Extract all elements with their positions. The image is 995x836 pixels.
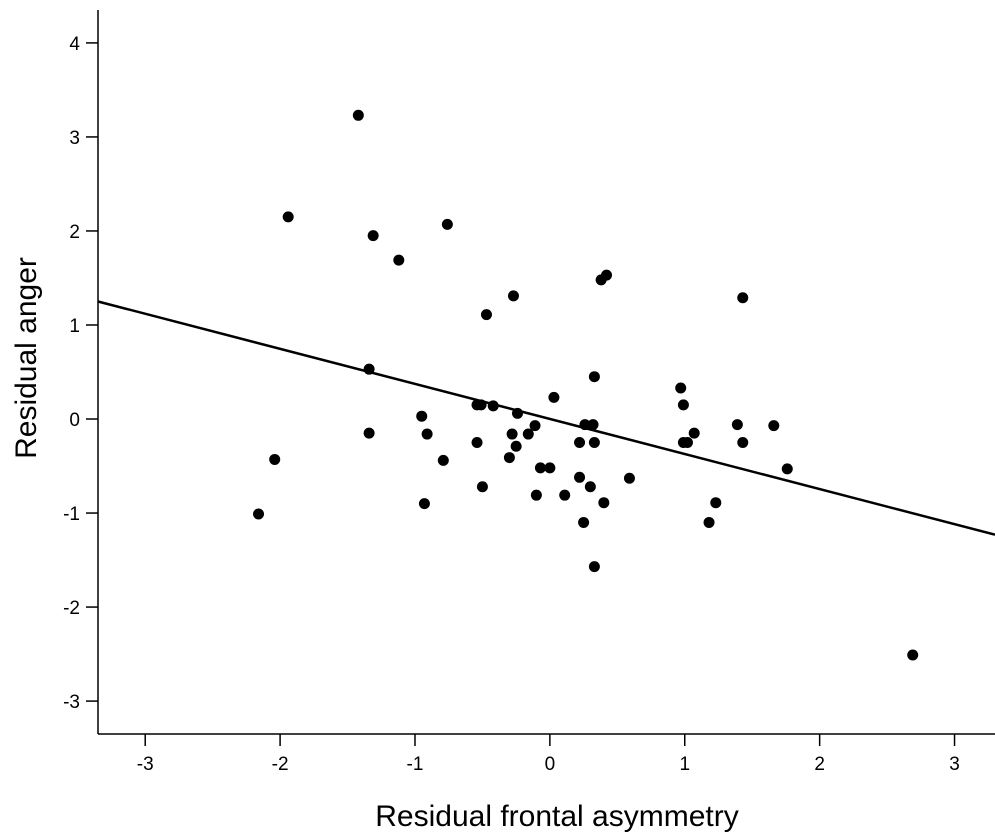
data-point	[574, 471, 586, 483]
x-axis-title: Residual frontal asymmetry	[375, 800, 738, 833]
data-point	[269, 453, 281, 465]
data-point	[737, 437, 749, 449]
data-point	[522, 428, 534, 440]
regression-line	[97, 300, 995, 536]
data-point	[781, 463, 793, 475]
data-point	[476, 481, 488, 493]
data-point	[418, 498, 430, 510]
data-point	[579, 419, 591, 431]
data-point	[416, 410, 428, 422]
data-point	[675, 382, 687, 394]
data-point	[534, 462, 546, 474]
y-tick-label: -2	[63, 598, 80, 619]
data-point	[623, 472, 635, 484]
x-tick-label: 2	[814, 754, 825, 775]
data-point	[393, 254, 405, 266]
x-tick-label: 1	[679, 754, 690, 775]
data-point	[587, 419, 599, 431]
data-point	[510, 440, 522, 452]
data-point	[487, 400, 499, 412]
data-point	[688, 427, 700, 439]
y-axis-title: Residual anger	[10, 257, 43, 459]
data-point	[506, 428, 518, 440]
data-point	[598, 497, 610, 509]
y-tick-label: 3	[69, 128, 80, 149]
data-point	[507, 290, 519, 302]
x-tick-label: -2	[272, 754, 289, 775]
data-point	[601, 269, 613, 281]
y-tick-label: 4	[69, 34, 80, 55]
data-point	[480, 309, 492, 321]
y-tick-label: 0	[69, 410, 80, 431]
data-point	[363, 427, 375, 439]
data-point	[737, 292, 749, 304]
data-point	[363, 363, 375, 375]
y-tick-label: 1	[69, 316, 80, 337]
data-point	[367, 230, 379, 242]
data-point	[529, 420, 541, 432]
data-point	[559, 489, 571, 501]
data-point	[588, 371, 600, 383]
data-point	[352, 109, 364, 121]
data-point	[421, 428, 433, 440]
data-point	[253, 508, 265, 520]
data-point	[907, 649, 919, 661]
y-tick-label: -1	[63, 504, 80, 525]
data-point	[681, 437, 693, 449]
axes: -3 -2 -1 0 1 2 3 4 -3 -2 -1 0 1 2 3	[63, 10, 995, 775]
data-point	[677, 399, 689, 411]
y-tick-label: 2	[69, 222, 80, 243]
data-point	[441, 218, 453, 230]
data-point	[530, 489, 542, 501]
data-point	[731, 419, 743, 431]
data-point	[588, 437, 600, 449]
x-tick-label: 3	[949, 754, 960, 775]
data-point	[703, 516, 715, 528]
data-point	[503, 452, 515, 464]
data-point	[548, 391, 560, 403]
data-points	[253, 109, 919, 661]
data-point	[578, 516, 590, 528]
data-point	[710, 497, 722, 509]
x-tick-label: -3	[137, 754, 154, 775]
y-tick-label: -3	[63, 692, 80, 713]
data-point	[282, 211, 294, 223]
data-point	[471, 437, 483, 449]
data-point	[544, 462, 556, 474]
data-point	[584, 481, 596, 493]
data-point	[475, 399, 487, 411]
data-point	[511, 407, 523, 419]
x-tick-label: -1	[407, 754, 424, 775]
data-point	[437, 454, 449, 466]
data-point	[588, 561, 600, 573]
x-tick-label: 0	[545, 754, 556, 775]
data-point	[768, 420, 780, 432]
data-point	[574, 437, 586, 449]
